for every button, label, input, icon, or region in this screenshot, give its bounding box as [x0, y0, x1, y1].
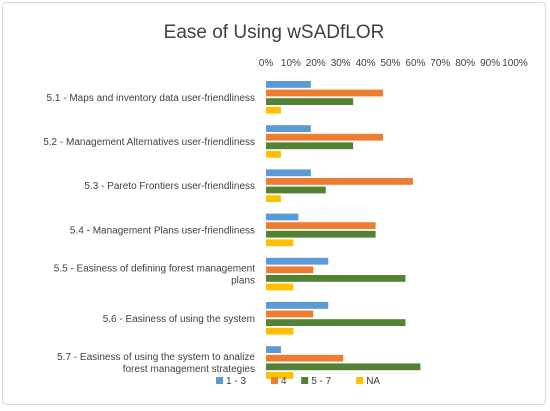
category-label: 5.5 - Easiness of defining forest manage… [54, 264, 255, 287]
legend-label: 5 - 7 [311, 376, 331, 387]
bar-NA-3 [266, 195, 281, 202]
x-tick-label: 20% [306, 58, 326, 69]
chart-container: Ease of Using wSADfLOR 0% 10% 20% 30% 40% 50%… [2, 2, 546, 405]
category-label: 5.1 - Maps and inventory data user-frien… [47, 93, 255, 104]
x-tick-label: 90% [480, 58, 500, 69]
bar-1-3-7 [266, 346, 281, 353]
bar-4-2 [266, 133, 384, 141]
bar-1-3-5 [266, 257, 329, 265]
bar-4-6 [266, 310, 314, 318]
category-label: 5.4 - Management Plans user-friendliness [70, 225, 255, 236]
bar-4-5 [266, 266, 314, 274]
x-tick-label: 10% [281, 58, 301, 69]
bar-4-1 [266, 89, 384, 97]
bar-NA-7 [266, 372, 294, 379]
x-tick-label: 70% [430, 58, 450, 69]
legend-label: 4 [281, 376, 287, 387]
category-label: 5.2 - Management Alternatives user-frien… [43, 137, 255, 148]
bar-4-7 [266, 354, 344, 362]
bar-1-3-1 [266, 81, 311, 88]
bar-1-3-6 [266, 302, 329, 309]
bar-5-7-6 [266, 319, 406, 326]
legend-swatch [271, 377, 278, 384]
chart-title: Ease of Using wSADfLOR [163, 22, 385, 43]
category-label: 5.3 - Pareto Frontiers user-friendliness [84, 181, 255, 192]
bar-NA-1 [266, 106, 281, 114]
x-tick-label: 100% [502, 58, 528, 69]
bar-5-7-1 [266, 98, 354, 105]
bar-4-4 [266, 222, 376, 229]
bar-NA-2 [266, 151, 281, 158]
x-tick-label: 40% [356, 58, 376, 69]
x-tick-label: 50% [380, 58, 400, 69]
legend-swatch [356, 377, 364, 384]
x-tick-label: 60% [405, 58, 425, 69]
bar-NA-4 [266, 239, 294, 247]
bar-1-3-3 [266, 169, 311, 177]
legend-swatch [301, 377, 309, 384]
bar-5-7-3 [266, 186, 326, 194]
bar-chart-plot: 0% 10% 20% 30% 40% 50% 60% 70% 80% 90% 100% 5.1 - M… [43, 58, 528, 387]
legend-label: NA [366, 376, 380, 387]
legend-label: 1 - 3 [226, 376, 246, 387]
x-tick-label: 30% [331, 58, 351, 69]
bar-NA-6 [266, 327, 294, 335]
bar-5-7-2 [266, 142, 354, 150]
category-label: 5.6 - Easiness of using the system [103, 314, 255, 325]
bar-5-7-5 [266, 275, 406, 282]
bar-1-3-2 [266, 125, 311, 132]
x-tick-label: 0% [259, 58, 274, 69]
bar-1-3-4 [266, 213, 299, 221]
bar-NA-5 [266, 283, 294, 291]
bar-4-3 [266, 178, 413, 185]
category-label: 5.7 - Easiness of using the system to an… [57, 352, 255, 375]
bar-5-7-7 [266, 363, 421, 371]
bar-5-7-4 [266, 230, 376, 238]
x-tick-label: 80% [455, 58, 475, 69]
legend-swatch [216, 377, 223, 384]
